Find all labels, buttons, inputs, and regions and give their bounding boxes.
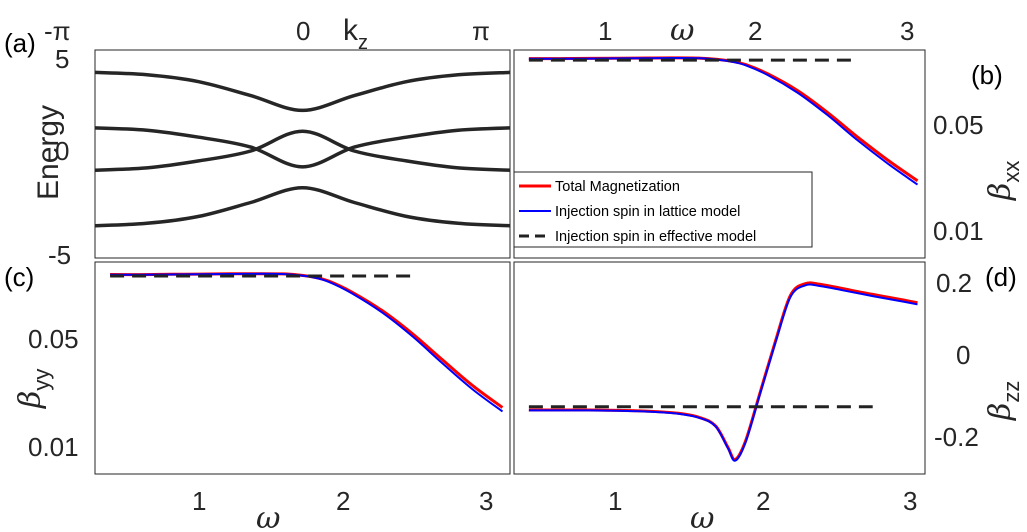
panel-c-frame [94, 261, 511, 475]
panel-a-ytick-3: -5 [48, 240, 71, 270]
panel-c-ylabel-base: β [13, 391, 48, 409]
panel-b-ylabel-sub: xx [999, 161, 1024, 183]
panel-b-top-tick-3: 3 [900, 16, 914, 46]
panel-b-ytick-2: 0.01 [933, 216, 984, 246]
panel-b-top-xlabel: ω [670, 13, 694, 48]
panel-d-series-0-line [528, 281, 918, 462]
panel-a-ytick-1: 5 [55, 44, 69, 74]
panel-d-ylabel: βzz [983, 381, 1024, 421]
panel-d-ylabel-sub: zz [999, 381, 1024, 403]
panel-d-ytick-1: 0.2 [936, 268, 972, 298]
panel-b-ylabel-base: β [983, 183, 1018, 201]
legend: Total Magnetization Injection spin in la… [513, 171, 813, 248]
panel-d-ylabel-base: β [983, 403, 1018, 421]
panel-c-ytick-2: 0.01 [28, 432, 79, 462]
panel-a-xlabel-base: k [343, 14, 359, 47]
panel-c-series-0-line [110, 272, 504, 409]
legend-box [513, 171, 813, 248]
panel-a-top-tick-2: 0 [296, 16, 310, 46]
panel-a-xlabel-sub: z [358, 32, 368, 54]
panel-d-xtick-3: 3 [903, 486, 917, 516]
panel-d-frame [513, 261, 926, 475]
panel-label-c: (c) [4, 262, 34, 292]
panel-a-ytick-2: 0 [55, 136, 69, 166]
panel-d-ytick-3: -0.2 [934, 422, 979, 452]
panel-b-ytick-1: 0.05 [933, 110, 984, 140]
legend-label-lattice: Injection spin in lattice model [555, 204, 740, 220]
panel-a-series-3-line [94, 185, 511, 228]
panel-d-xtick-2: 2 [756, 486, 770, 516]
panel-c-ylabel: βyy [13, 369, 54, 409]
panel-c-xtick-1: 1 [192, 486, 206, 516]
panel-a-xlabel: kz [343, 14, 368, 54]
panel-d-xtick-1: 1 [608, 486, 622, 516]
panel-b-series-0-line [528, 56, 919, 183]
panel-d-xlabel: ω [690, 501, 714, 532]
panel-a-series-1-line [94, 126, 511, 169]
panel-a-ylabel: Energy [32, 105, 65, 200]
panel-c-xlabel: ω [256, 501, 280, 532]
panel-c-xtick-2: 2 [336, 486, 350, 516]
panel-d-series-1-line [528, 283, 918, 462]
panel-label-a: (a) [4, 28, 36, 58]
panel-b-frame [513, 49, 926, 259]
panel-c-series-1-line [110, 272, 504, 413]
legend-label-effective: Injection spin in effective model [555, 229, 756, 245]
panel-b-ylabel: βxx [983, 161, 1024, 201]
panel-b-top-tick-1: 1 [598, 16, 612, 46]
panel-label-d: (d) [985, 262, 1017, 292]
panel-a-frame [94, 49, 511, 259]
panel-c-ytick-1: 0.05 [28, 324, 79, 354]
panel-a-top-tick-3: π [472, 16, 490, 46]
curves-layer [94, 56, 919, 462]
panel-b-top-tick-2: 2 [748, 16, 762, 46]
panel-c-ylabel-sub: yy [29, 369, 54, 391]
panel-c-xtick-3: 3 [479, 486, 493, 516]
panel-a-series-2-line [94, 129, 511, 172]
panel-a-series-0-line [94, 70, 511, 113]
panel-label-b: (b) [971, 60, 1003, 90]
legend-label-total: Total Magnetization [555, 179, 680, 195]
panel-d-ytick-2: 0 [956, 340, 970, 370]
panel-b-series-1-line [528, 57, 919, 186]
panel-a-top-tick-1: -π [44, 16, 71, 46]
